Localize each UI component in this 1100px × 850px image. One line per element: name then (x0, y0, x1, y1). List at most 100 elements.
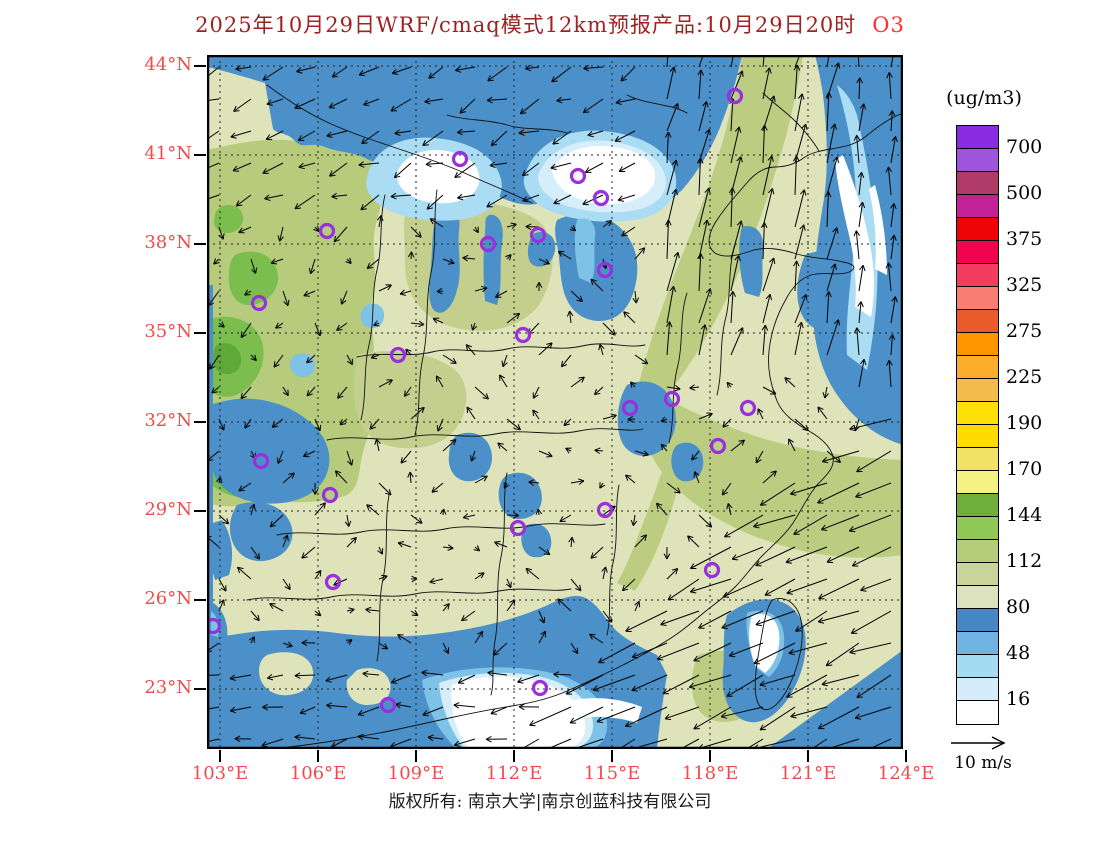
colorbar (956, 125, 999, 725)
lat-tick (194, 154, 206, 156)
city-marker (509, 519, 527, 537)
lon-label: 109°E (387, 763, 445, 784)
colorbar-tick-label: 48 (1006, 642, 1031, 664)
city-marker (739, 399, 757, 417)
lon-label: 112°E (485, 763, 543, 784)
figure-title: 2025年10月29日WRF/cmaq模式12km预报产品:10月29日20时 O… (195, 9, 905, 39)
lon-tick (219, 750, 221, 762)
city-marker (703, 561, 721, 579)
lon-label: 121°E (779, 763, 837, 784)
lon-label: 124°E (877, 763, 935, 784)
city-marker (531, 679, 549, 697)
lat-label: 23°N (144, 677, 192, 698)
colorbar-tick-label: 700 (1006, 136, 1043, 158)
province-boundaries (246, 84, 903, 749)
city-marker (529, 226, 547, 244)
colorbar-segment (957, 264, 998, 287)
coastline (266, 112, 903, 749)
lat-label: 35°N (144, 321, 192, 342)
colorbar-unit-label: (ug/m3) (946, 87, 1022, 109)
colorbar-segment (957, 563, 998, 586)
city-marker (592, 189, 610, 207)
lon-tick (807, 750, 809, 762)
map-area[interactable] (207, 55, 903, 749)
lat-label: 41°N (144, 143, 192, 164)
colorbar-segment (957, 218, 998, 241)
lat-tick (194, 510, 206, 512)
city-marker (621, 399, 639, 417)
colorbar-segment (957, 609, 998, 632)
lat-label: 32°N (144, 410, 192, 431)
city-marker (663, 390, 681, 408)
colorbar-segment (957, 448, 998, 471)
city-marker (596, 501, 614, 519)
lat-tick (194, 65, 206, 67)
lat-label: 44°N (144, 54, 192, 75)
city-marker (389, 346, 407, 364)
colorbar-tick-label: 225 (1006, 366, 1043, 388)
colorbar-segment (957, 241, 998, 264)
city-marker (451, 150, 469, 168)
colorbar-tick-label: 325 (1006, 274, 1043, 296)
lat-tick (194, 599, 206, 601)
colorbar-segment (957, 356, 998, 379)
lon-tick (513, 750, 515, 762)
colorbar-tick-label: 275 (1006, 320, 1043, 342)
colorbar-tick-label: 112 (1006, 550, 1043, 572)
lon-label: 103°E (191, 763, 249, 784)
city-marker (726, 87, 744, 105)
colorbar-tick-label: 80 (1006, 596, 1031, 618)
city-marker (207, 617, 222, 635)
colorbar-tick-label: 375 (1006, 228, 1043, 250)
colorbar-segment (957, 379, 998, 402)
city-markers (207, 87, 757, 714)
lon-tick (317, 750, 319, 762)
taiwan-blue (722, 599, 806, 723)
map-border (207, 55, 903, 749)
colorbar-segment (957, 540, 998, 563)
colorbar-segment (957, 310, 998, 333)
lon-tick (709, 750, 711, 762)
city-marker (569, 167, 587, 185)
city-marker (252, 452, 270, 470)
city-marker (318, 222, 336, 240)
lat-tick (194, 332, 206, 334)
city-marker (250, 294, 268, 312)
title-text: 2025年10月29日WRF/cmaq模式12km预报产品:10月29日20时 (195, 13, 857, 37)
colorbar-segment (957, 149, 998, 172)
colorbar-segment (957, 678, 998, 701)
colorbar-segment (957, 471, 998, 494)
lat-label: 38°N (144, 232, 192, 253)
colorbar-segment (957, 333, 998, 356)
colorbar-segment (957, 655, 998, 678)
wind-scale-label: 10 m/s (954, 753, 1012, 773)
colorbar-segment (957, 287, 998, 310)
colorbar-segment (957, 195, 998, 218)
city-marker (709, 437, 727, 455)
lon-label: 115°E (583, 763, 641, 784)
species-label: O3 (872, 13, 905, 37)
lat-tick (194, 688, 206, 690)
colorbar-tick-label: 170 (1006, 458, 1043, 480)
lat-tick (194, 243, 206, 245)
colorbar-tick-label: 144 (1006, 504, 1043, 526)
city-marker (379, 696, 397, 714)
south-blue-band (207, 596, 667, 749)
colorbar-segment (957, 172, 998, 195)
city-marker (321, 486, 339, 504)
lon-label: 118°E (681, 763, 739, 784)
copyright-text: 版权所有: 南京大学|南京创蓝科技有限公司 (388, 792, 712, 812)
city-marker (324, 573, 342, 591)
colorbar-segment (957, 586, 998, 609)
colorbar-tick-label: 190 (1006, 412, 1043, 434)
taiwan-outline (754, 598, 803, 710)
city-marker (479, 235, 497, 253)
colorbar-segment (957, 517, 998, 540)
o3-concentration-map (207, 55, 903, 749)
city-marker (514, 326, 532, 344)
lon-tick (905, 750, 907, 762)
colorbar-segment (957, 126, 998, 149)
colorbar-segment (957, 402, 998, 425)
colorbar-segment (957, 494, 998, 517)
